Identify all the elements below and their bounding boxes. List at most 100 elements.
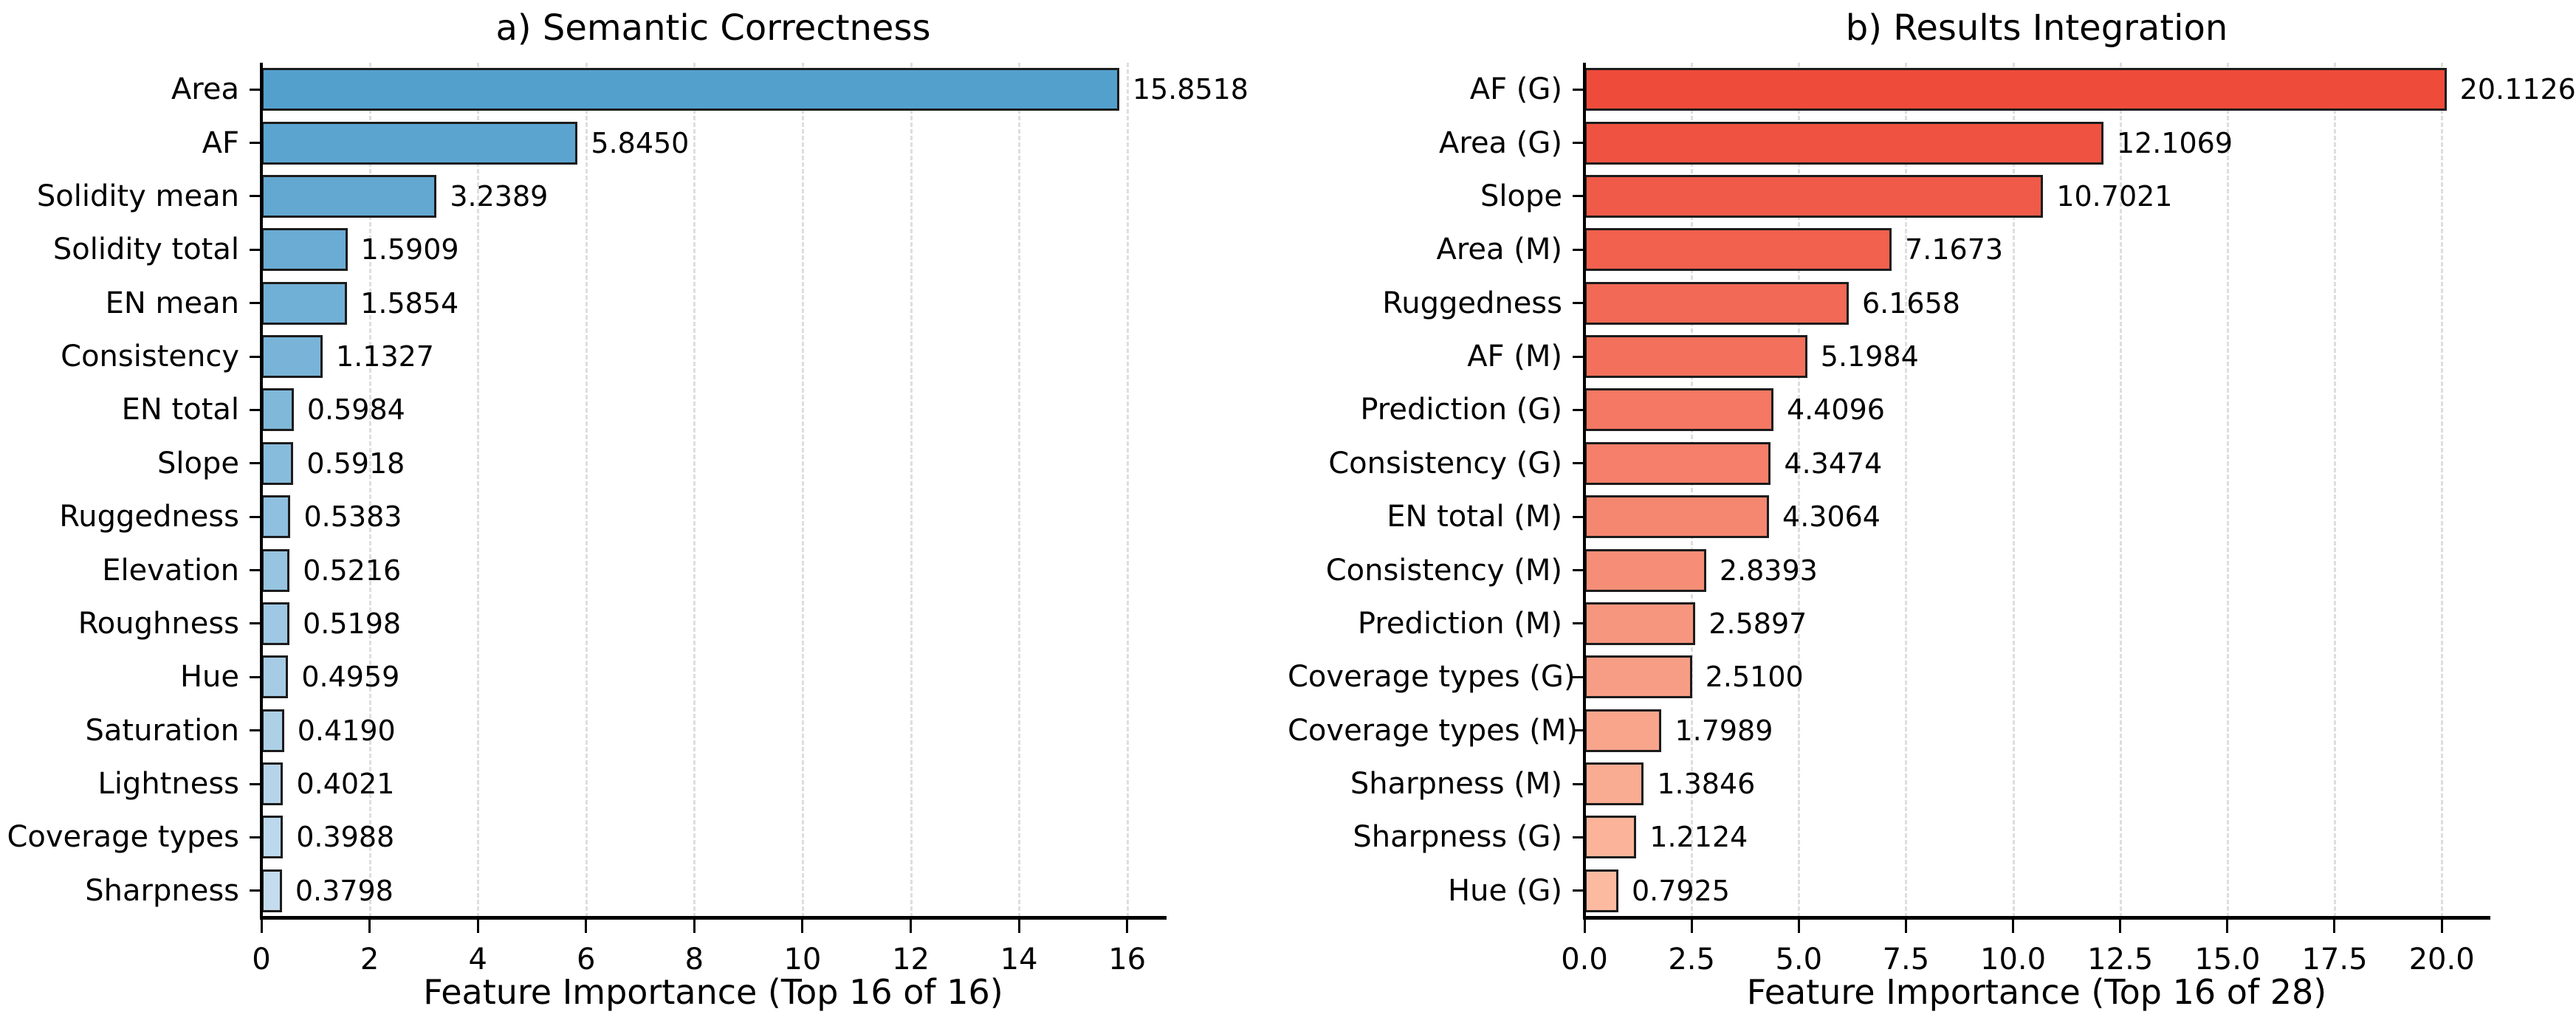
value-label: 4.3474 — [1784, 447, 1883, 480]
x-tick-mark — [2012, 920, 2015, 933]
bar — [1584, 335, 1807, 379]
y-tick-mark — [1573, 622, 1584, 625]
bar — [261, 495, 291, 539]
gridline — [1691, 63, 1694, 917]
x-tick-mark — [1126, 920, 1129, 933]
chart-title: b) Results Integration — [1845, 7, 2228, 49]
value-label: 0.5216 — [303, 554, 402, 587]
gridline — [2333, 63, 2336, 917]
gridline — [2226, 63, 2229, 917]
y-tick-mark — [250, 195, 261, 198]
bar — [261, 816, 284, 859]
bar — [261, 441, 294, 485]
bar — [1584, 121, 2103, 165]
bar — [261, 68, 1119, 111]
value-label: 1.1327 — [336, 340, 434, 373]
value-label: 0.4190 — [297, 714, 396, 747]
value-label: 2.5897 — [1708, 607, 1807, 640]
value-label: 1.2124 — [1649, 821, 1748, 854]
x-axis-spine — [1583, 916, 2490, 920]
y-tick-mark — [250, 248, 261, 251]
bar — [1584, 388, 1773, 432]
category-label: Ruggedness — [59, 500, 239, 534]
y-tick-mark — [250, 88, 261, 91]
value-label: 4.4096 — [1787, 393, 1885, 427]
value-label: 2.8393 — [1719, 554, 1818, 587]
value-label: 10.7021 — [2056, 179, 2173, 213]
category-label: Prediction (M) — [1357, 606, 1562, 641]
category-label: Slope — [157, 446, 239, 480]
gridline — [1126, 63, 1129, 917]
x-tick-mark — [2119, 920, 2122, 933]
category-label: AF (G) — [1469, 72, 1562, 107]
x-tick-label: 10 — [783, 943, 822, 976]
value-label: 20.1126 — [2459, 73, 2576, 106]
category-label: Sharpness (G) — [1353, 820, 1562, 855]
x-tick-label: 7.5 — [1882, 943, 1930, 976]
y-tick-mark — [250, 142, 261, 145]
y-tick-mark — [250, 836, 261, 838]
y-tick-mark — [1573, 782, 1584, 785]
bar — [261, 869, 282, 912]
category-label: Consistency — [61, 340, 239, 374]
bar — [261, 335, 323, 379]
x-tick-mark — [1017, 920, 1020, 933]
x-tick-mark — [2226, 920, 2229, 933]
x-tick-mark — [2333, 920, 2336, 933]
category-label: Elevation — [102, 553, 239, 588]
y-tick-mark — [1573, 569, 1584, 572]
category-label: Saturation — [85, 713, 239, 748]
x-tick-label: 6 — [577, 943, 596, 976]
value-label: 1.5909 — [360, 233, 459, 266]
value-label: 4.3064 — [1782, 500, 1881, 534]
bar — [261, 121, 578, 165]
gridline — [2012, 63, 2015, 917]
gridline — [2119, 63, 2122, 917]
value-label: 12.1069 — [2116, 126, 2233, 159]
bar — [1584, 816, 1637, 859]
gridline — [910, 63, 913, 917]
value-label: 0.4021 — [296, 768, 395, 801]
value-label: 3.2389 — [450, 179, 549, 213]
value-label: 7.1673 — [1905, 233, 2004, 266]
category-label: Roughness — [78, 606, 239, 641]
category-label: Consistency (G) — [1328, 446, 1562, 480]
x-tick-mark — [801, 920, 804, 933]
bar — [261, 602, 290, 645]
bar — [1584, 495, 1770, 539]
category-label: Hue (G) — [1448, 873, 1562, 908]
category-label: Solidity mean — [36, 179, 239, 213]
gridline — [1018, 63, 1021, 917]
x-tick-mark — [910, 920, 913, 933]
x-tick-mark — [585, 920, 588, 933]
x-axis-spine — [260, 916, 1167, 920]
x-tick-label: 15.0 — [2194, 943, 2261, 976]
y-tick-mark — [1573, 302, 1584, 305]
category-label: Sharpness (M) — [1350, 767, 1562, 802]
x-tick-mark — [1904, 920, 1907, 933]
category-label: Area (G) — [1439, 125, 1562, 160]
y-tick-mark — [250, 462, 261, 465]
y-tick-mark — [250, 622, 261, 625]
x-tick-label: 16 — [1108, 943, 1147, 976]
x-tick-label: 4 — [468, 943, 487, 976]
bar — [261, 762, 284, 806]
panel-semantic-correctness: a) Semantic Correctness Area 15.8518 AF 5.8… — [7, 7, 1248, 1011]
y-tick-mark — [1573, 836, 1584, 838]
value-label: 5.1984 — [1820, 340, 1919, 373]
y-tick-mark — [250, 675, 261, 678]
category-label: EN total (M) — [1387, 500, 1562, 534]
y-tick-mark — [1573, 88, 1584, 91]
y-tick-mark — [1573, 408, 1584, 411]
gridline — [801, 63, 804, 917]
x-tick-label: 10.0 — [1980, 943, 2047, 976]
x-tick-label: 8 — [684, 943, 704, 976]
category-label: Prediction (G) — [1360, 393, 1562, 427]
y-tick-mark — [1573, 142, 1584, 145]
y-tick-mark — [1573, 729, 1584, 732]
y-tick-mark — [1573, 355, 1584, 358]
bar — [1584, 655, 1692, 699]
value-label: 0.5198 — [303, 607, 402, 640]
bar — [261, 655, 289, 699]
bar — [1584, 709, 1662, 752]
